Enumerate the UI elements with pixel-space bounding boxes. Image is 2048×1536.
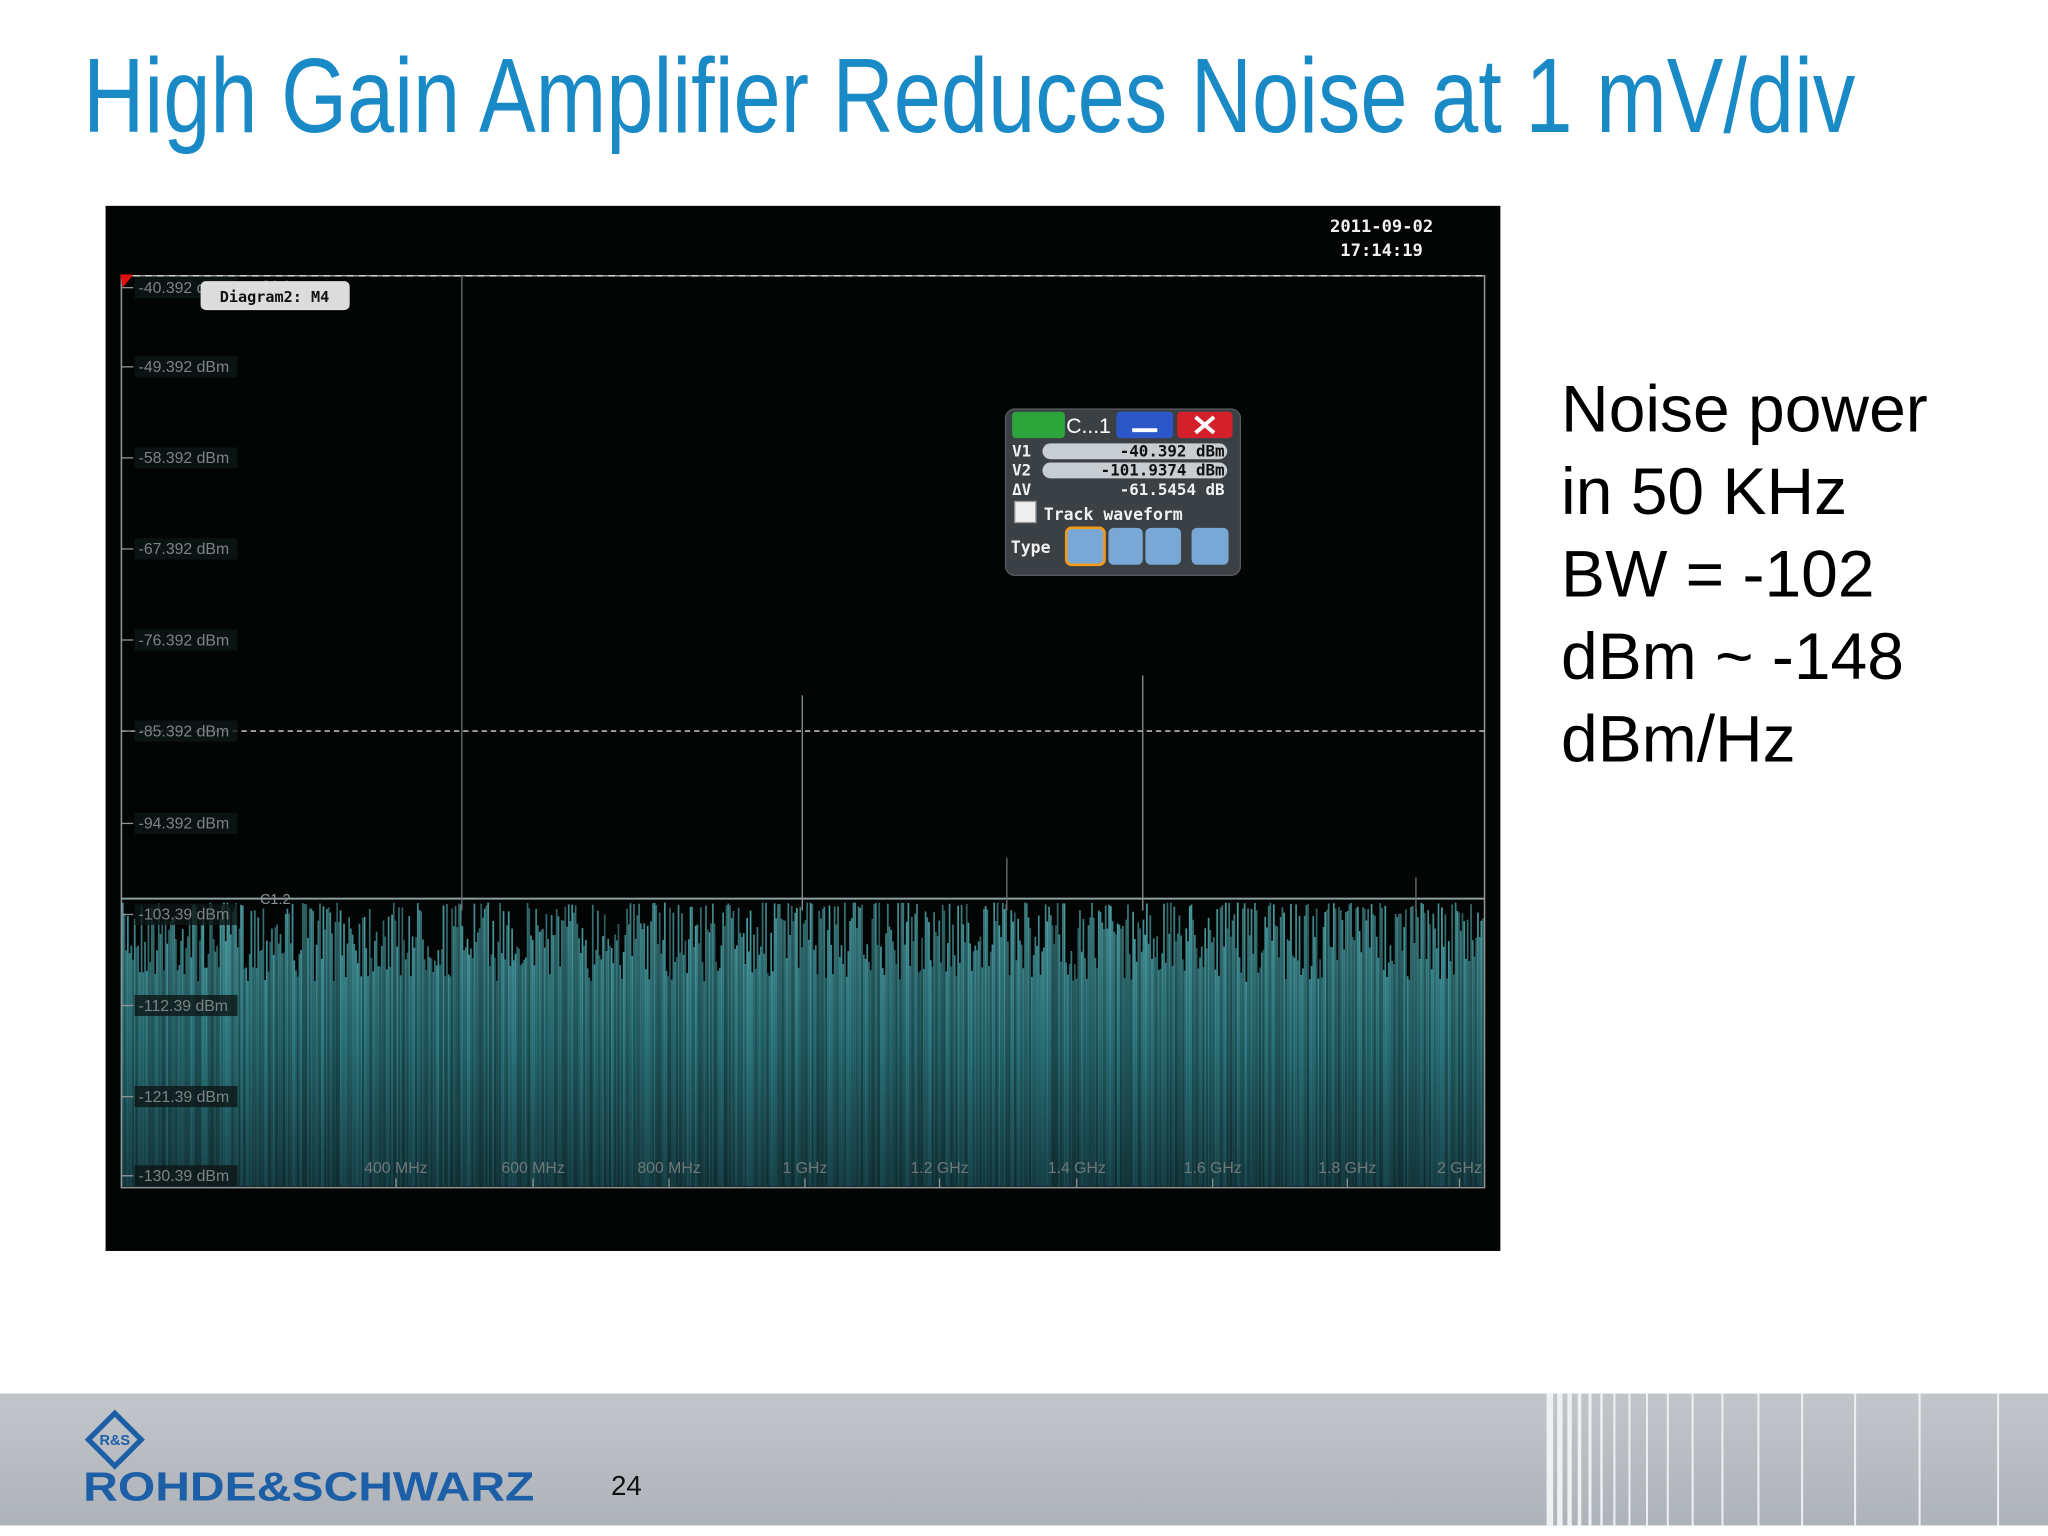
barcode-bar — [1588, 1393, 1592, 1526]
barcode-bar — [1646, 1393, 1649, 1526]
cursor-dialog: C...1 V1 -40.392 dBm V2 -101.9374 dBm ΔV -61.… — [1004, 408, 1242, 576]
y-label: -67.392 dBm — [139, 541, 230, 558]
type-both[interactable] — [1145, 527, 1182, 565]
note-line: Noise power — [1561, 372, 1928, 446]
barcode — [1546, 1393, 2000, 1526]
minimize-button[interactable] — [1116, 411, 1174, 439]
row-label: V1 — [1012, 442, 1031, 461]
x-label: 800 MHz — [637, 1160, 700, 1177]
row-value: -61.5454 dB — [1120, 480, 1225, 499]
y-label: -58.392 dBm — [139, 450, 230, 467]
barcode-bar — [1546, 1393, 1554, 1526]
y-label: -94.392 dBm — [139, 816, 230, 833]
close-icon — [1194, 415, 1216, 435]
y-label: -76.392 dBm — [139, 632, 230, 649]
row-label: V2 — [1012, 461, 1031, 480]
logo-mark: R&S — [99, 1433, 130, 1449]
logo-diamond — [84, 1409, 145, 1470]
type-horizontal[interactable] — [1064, 526, 1106, 567]
barcode-bar — [1557, 1393, 1563, 1526]
type-peak[interactable] — [1191, 527, 1229, 565]
type-vertical[interactable] — [1108, 527, 1143, 565]
x-axis: 400 MHz 600 MHz 800 MHz 1 GHz 1.2 GHz 1.4 GHz… — [364, 1160, 1482, 1188]
x-label: 1.2 GHz — [911, 1160, 969, 1177]
x-label: 1.4 GHz — [1048, 1160, 1106, 1177]
trigger-marker — [120, 274, 134, 288]
note-line: dBm ~ -148 — [1561, 619, 1904, 693]
x-label: 2 GHz — [1437, 1160, 1482, 1177]
y-label-bg — [134, 538, 238, 560]
y-label: -130.39 dBm — [139, 1168, 230, 1185]
noise-trace — [121, 902, 1484, 1187]
y-label-bg — [134, 812, 238, 834]
y-label: -85.392 dBm — [139, 723, 230, 740]
row-value: -101.9374 dBm — [1101, 461, 1225, 480]
barcode-bar — [1757, 1393, 1760, 1526]
time: 17:14:19 — [1340, 241, 1423, 261]
barcode-bar — [1577, 1393, 1582, 1526]
date: 2011-09-02 — [1330, 217, 1433, 237]
y-label-bg — [134, 1086, 238, 1108]
x-label: 400 MHz — [364, 1160, 427, 1177]
x-label: 600 MHz — [501, 1160, 564, 1177]
footer-bar — [0, 1393, 2048, 1526]
barcode-bar — [1918, 1393, 1921, 1526]
brand: ROHDE&SCHWARZ — [83, 1463, 534, 1509]
barcode-bar — [1801, 1393, 1804, 1526]
barcode-bar — [1854, 1393, 1857, 1526]
value-pill — [1042, 462, 1228, 479]
diagram-label: Diagram2: M4 — [220, 288, 330, 306]
slide-title: High Gain Amplifier Reduces Noise at 1 m… — [83, 37, 1855, 155]
y-label-bg — [134, 903, 238, 926]
note-line: dBm/Hz — [1561, 701, 1796, 775]
barcode-bar — [1600, 1393, 1603, 1526]
y-label-bg — [134, 356, 238, 378]
barcode-bar — [1567, 1393, 1572, 1526]
scope-screen: 2011-09-02 17:14:19 -40.392 dBm -49.392 d… — [105, 205, 1501, 1251]
page-number: 24 — [611, 1470, 642, 1501]
dialog-title: C...1 — [1066, 415, 1111, 438]
track-checkbox[interactable] — [1014, 500, 1037, 524]
barcode-bar — [1997, 1393, 2000, 1526]
y-label-bg — [134, 447, 238, 469]
y-label: -103.39 dBm — [139, 907, 230, 924]
y-label: -49.392 dBm — [139, 359, 230, 376]
barcode-bar — [1628, 1393, 1631, 1526]
y-label: -112.39 dBm — [139, 998, 228, 1015]
value-pill — [1042, 443, 1228, 460]
row-label: ΔV — [1012, 480, 1032, 499]
barcode-bar — [1613, 1393, 1616, 1526]
checkbox-label: Track waveform — [1044, 505, 1183, 524]
row-value: -40.392 dBm — [1120, 442, 1225, 461]
settings-button[interactable] — [1012, 411, 1065, 439]
note-line: BW = -102 — [1561, 536, 1874, 610]
y-label-bg — [134, 720, 238, 742]
diagram-tag — [200, 281, 350, 311]
x-label: 1 GHz — [783, 1160, 828, 1177]
barcode-bar — [1666, 1393, 1669, 1526]
note: Noise power in 50 KHz BW = -102 dBm ~ -148 d… — [1561, 372, 1928, 776]
x-label: 1.8 GHz — [1318, 1160, 1376, 1177]
y-label-bg — [134, 994, 238, 1017]
type-label: Type — [1011, 538, 1051, 557]
barcode-bar — [1721, 1393, 1724, 1526]
x-label: 1.6 GHz — [1184, 1160, 1242, 1177]
dialog-rows: V1 -40.392 dBm V2 -101.9374 dBm ΔV -61.5454 d… — [1012, 442, 1228, 499]
y-label-bg — [134, 1165, 238, 1187]
note-line: in 50 KHz — [1561, 454, 1847, 528]
y-label-bg — [134, 629, 238, 651]
barcode-bar — [1691, 1393, 1694, 1526]
cursor-label: C1.2 — [260, 892, 291, 908]
y-label: -121.39 dBm — [139, 1089, 230, 1106]
